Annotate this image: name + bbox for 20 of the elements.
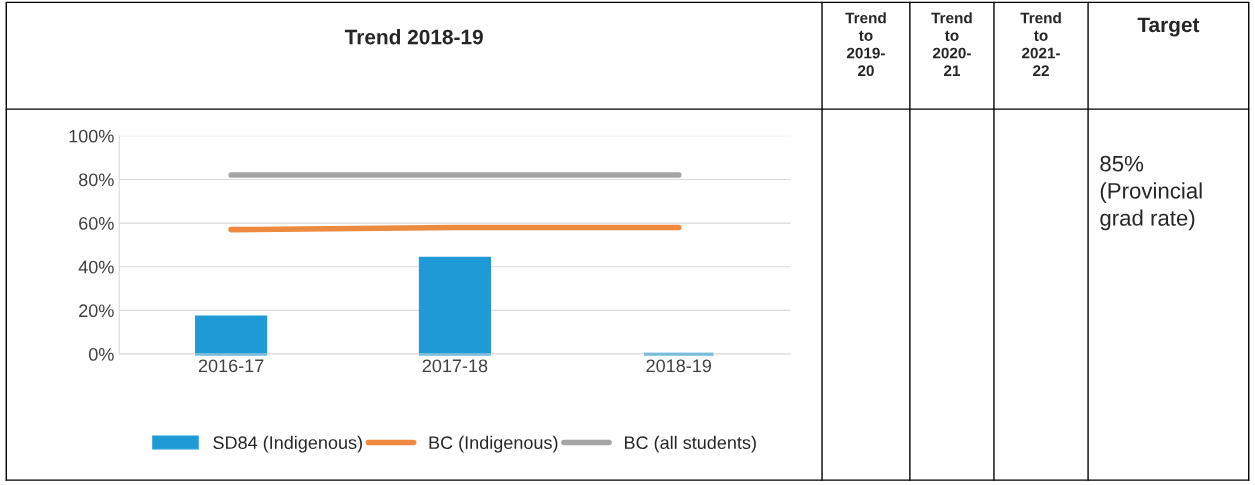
y-tick-label: 100% xyxy=(69,129,114,143)
y-tick-label: 0% xyxy=(88,347,114,361)
y-tick-label: 40% xyxy=(78,260,114,274)
chart-title: Trend 2018-19 xyxy=(344,29,483,45)
text: Trend to 2021- 22 xyxy=(1020,12,1061,76)
legend-label: SD84 (Indigenous) xyxy=(213,435,362,453)
x-tick-label: 2018-19 xyxy=(646,359,712,373)
x-tick-label: 2017-18 xyxy=(422,359,488,373)
text: Trend to 2019- 20 xyxy=(845,12,886,77)
text: Target xyxy=(1137,17,1200,37)
y-tick-label: 60% xyxy=(79,217,114,230)
legend-label: BC (all students) xyxy=(624,435,756,453)
legend-label: BC (Indigenous) xyxy=(429,435,558,453)
bar xyxy=(195,315,268,356)
y-tick-label: 20% xyxy=(79,304,114,318)
x-tick-label: 2016-17 xyxy=(198,359,264,373)
y-tick-label: 80% xyxy=(79,173,114,187)
bar xyxy=(418,256,492,356)
text: 85% (Provincial grad rate) xyxy=(1100,155,1202,231)
text: Trend to 2020- 21 xyxy=(931,12,972,76)
